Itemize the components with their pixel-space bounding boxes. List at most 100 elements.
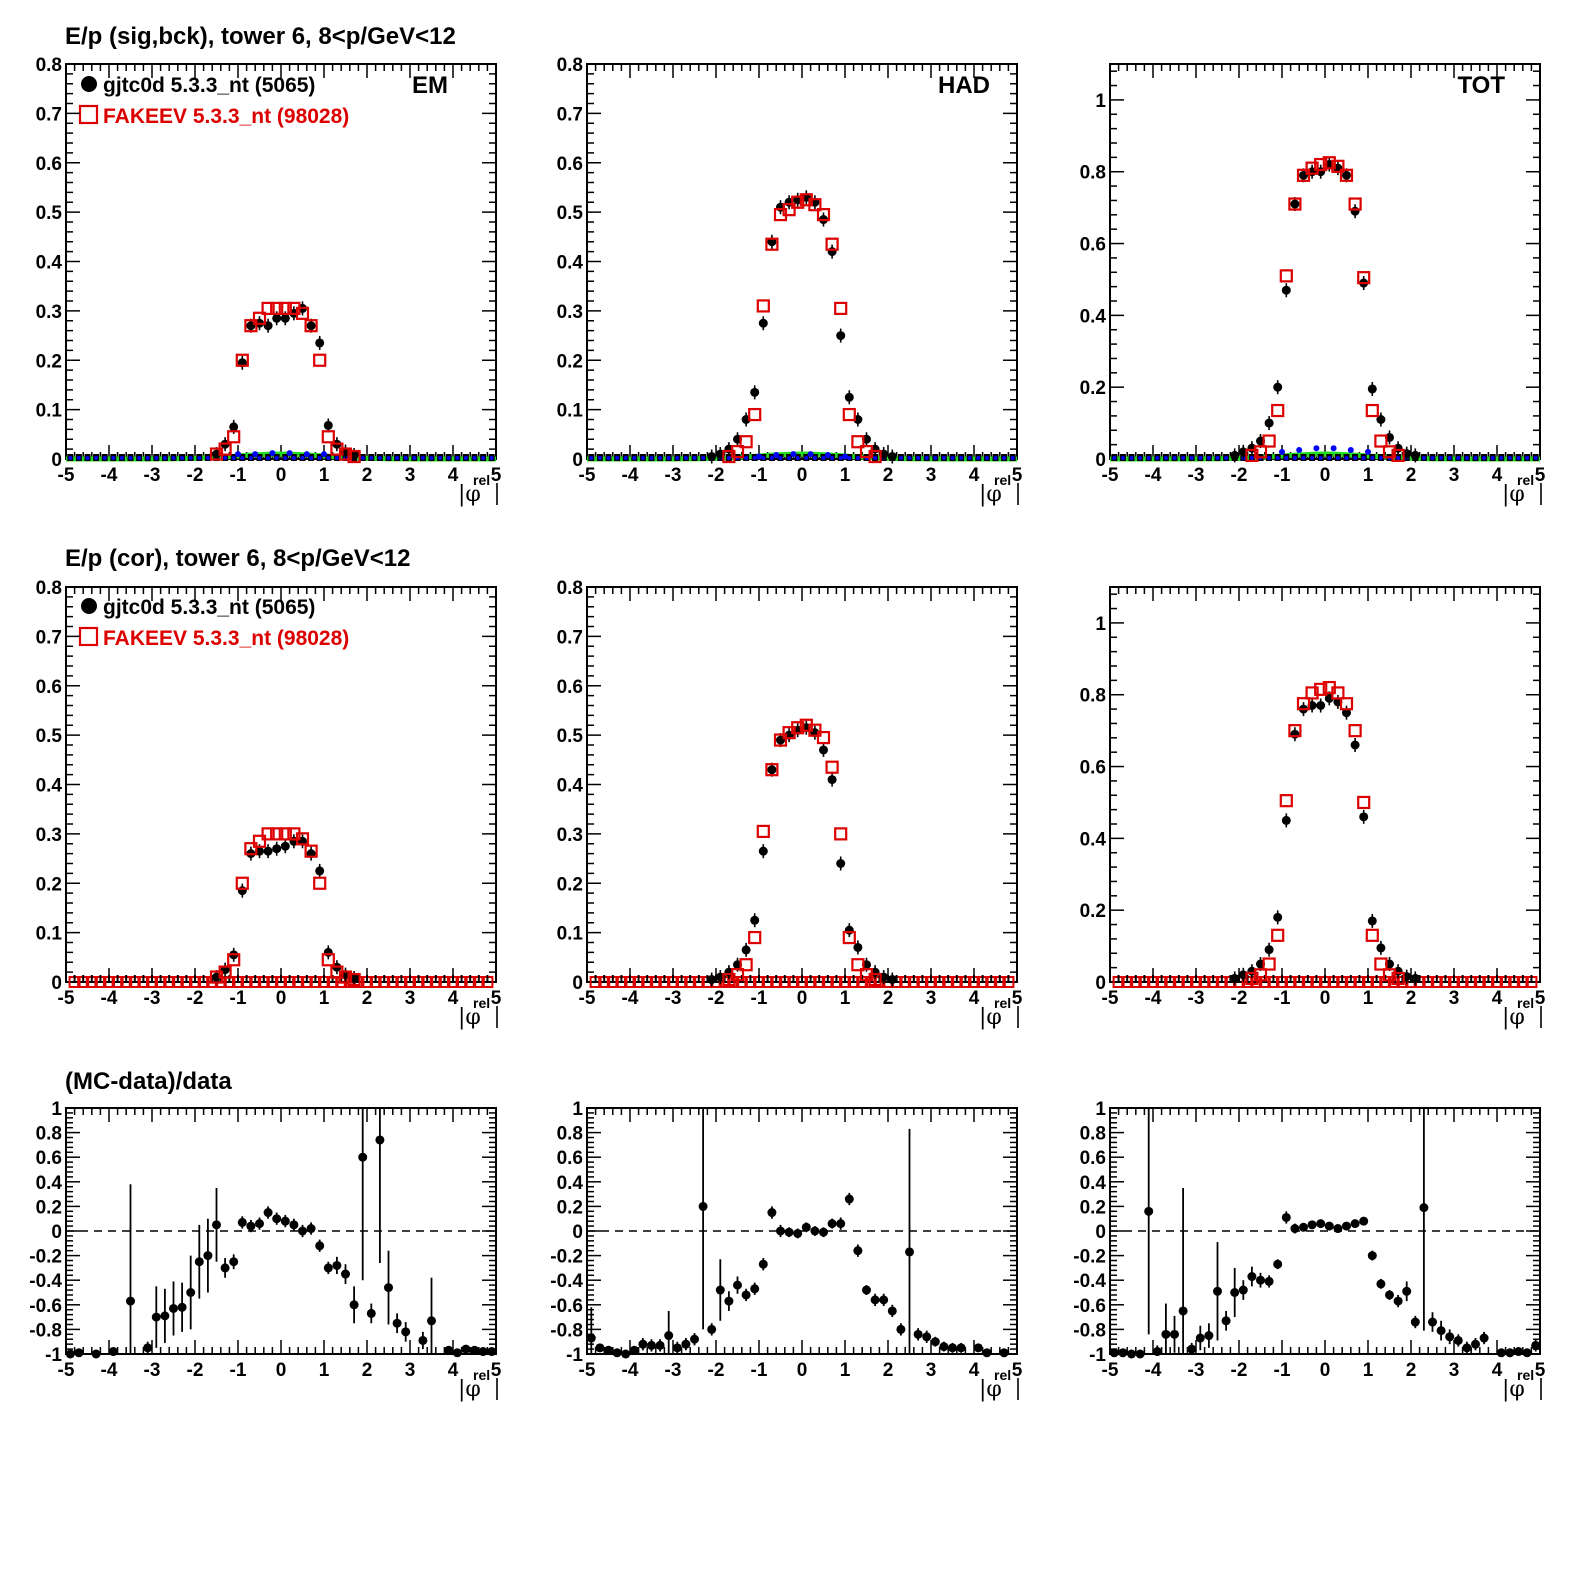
background-point [128, 456, 133, 460]
data-point [315, 866, 325, 876]
data-point [203, 1251, 213, 1261]
mc-point [270, 827, 284, 841]
x-axis-label-sup: rel [473, 1367, 490, 1383]
data-point [810, 1226, 820, 1236]
y-tick-label: 0.6 [557, 154, 583, 175]
background-point [1146, 456, 1151, 460]
data-point [470, 1345, 479, 1355]
background-point [1310, 456, 1315, 460]
y-tick-label: -0.2 [550, 1247, 583, 1268]
data-point [999, 1348, 1009, 1358]
x-tick-label: -3 [665, 1360, 682, 1381]
background-point [873, 456, 878, 460]
data-point [1367, 916, 1377, 926]
background-point [1482, 456, 1487, 460]
data-point [1290, 729, 1300, 739]
background-point [1129, 456, 1134, 460]
background-point [1421, 456, 1426, 460]
x-tick-label: 2 [883, 1360, 894, 1381]
y-tick-label: 0.3 [36, 825, 62, 846]
data-point [836, 859, 846, 868]
data-point [1359, 1216, 1369, 1226]
data-point [306, 321, 316, 331]
y-tick-label: 1 [1095, 1099, 1106, 1120]
y-tick-label: 0.6 [557, 1148, 583, 1169]
background-point [752, 456, 757, 460]
data-point [280, 313, 290, 323]
mc-point [1288, 197, 1302, 211]
mc-point [1322, 156, 1336, 170]
mc-point [321, 430, 335, 444]
data-point [143, 1343, 153, 1353]
mc-point [765, 763, 779, 777]
background-point [286, 450, 293, 457]
x-tick-label: 1 [319, 988, 330, 1009]
y-tick-label: -0.4 [550, 1271, 583, 1292]
background-point [1138, 456, 1143, 460]
background-point [223, 456, 228, 460]
legend-marker-mc [78, 104, 99, 125]
x-axis-label: |φ [979, 482, 1002, 507]
data-point [827, 775, 837, 785]
background-point [1292, 456, 1297, 460]
background-point [403, 456, 408, 460]
background-point [1525, 456, 1530, 460]
tag-em: EM [412, 72, 448, 99]
data-point [237, 886, 247, 896]
panel-had_sig_bck: -5 -4 -3 -2 -1 0 1 2 3 4 5 0 0.1 0.2 0.3 0.4 0.5 0.6 0.7 0.… [557, 55, 1023, 507]
x-tick-label: -3 [1188, 465, 1205, 486]
x-tick-label: -1 [230, 1360, 247, 1381]
background-point [1330, 445, 1337, 452]
background-point [1181, 456, 1186, 460]
mc-point [739, 958, 753, 972]
x-tick-label: 4 [1492, 1360, 1503, 1381]
x-tick-label: -5 [579, 465, 596, 486]
y-tick-label: 0 [51, 450, 62, 471]
data-point [1238, 1285, 1248, 1295]
data-point [595, 1343, 605, 1353]
y-tick-label: -1 [45, 1345, 62, 1366]
data-point [1342, 170, 1351, 180]
data-point [1522, 1348, 1532, 1358]
background-point [429, 456, 434, 460]
mc-point [244, 842, 258, 856]
mc-point [321, 953, 335, 967]
x-tick-label: -2 [187, 1360, 204, 1381]
x-tick-label: 3 [405, 465, 416, 486]
background-point [102, 456, 107, 460]
x-tick-label: 1 [840, 1360, 851, 1381]
y-tick-label: 0.6 [36, 154, 62, 175]
mc-point [1391, 448, 1405, 463]
background-point [1456, 456, 1461, 460]
mc-point [235, 876, 249, 890]
data-point [913, 1329, 923, 1339]
data-point [758, 846, 768, 856]
x-tick-label: 5 [491, 988, 502, 1009]
y-tick-label: 0 [51, 973, 62, 994]
data-point [1230, 450, 1240, 460]
background-point [1120, 456, 1125, 460]
x-tick-label: 4 [448, 465, 459, 486]
legend-cor: gjtc0d 5.3.3_nt (5065) FAKEEV 5.3.3_nt (… [78, 596, 349, 650]
background-point [231, 456, 236, 460]
x-tick-label: 3 [1449, 988, 1460, 1009]
mc-point [1339, 168, 1354, 182]
data-point [767, 1208, 777, 1218]
mc-point [765, 237, 779, 251]
data-point [160, 1311, 170, 1321]
mc-point [1279, 794, 1293, 808]
mc-point [756, 299, 770, 313]
background-point [666, 456, 671, 460]
data-point [306, 1224, 316, 1234]
data-point [1230, 1288, 1240, 1297]
background-point [1112, 456, 1117, 460]
data-point [629, 1345, 639, 1355]
background-point [446, 456, 451, 460]
data-point [870, 1295, 880, 1305]
x-tick-label: 1 [319, 1360, 330, 1381]
data-point [384, 1283, 393, 1293]
data-point [819, 745, 828, 755]
background-point [111, 456, 116, 460]
y-tick-label: -0.6 [550, 1296, 583, 1317]
